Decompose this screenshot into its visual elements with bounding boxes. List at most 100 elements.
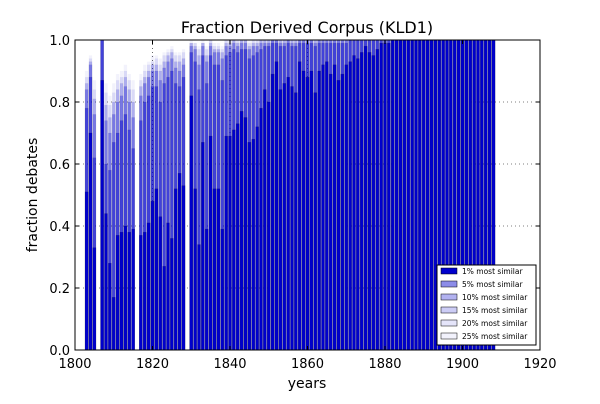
bar	[123, 225, 128, 351]
bar	[127, 231, 132, 351]
bar	[340, 73, 345, 351]
bar	[189, 95, 194, 351]
bar	[139, 74, 143, 350]
bar	[410, 39, 414, 351]
bar	[208, 135, 213, 351]
bar	[88, 132, 93, 351]
bar	[297, 61, 302, 351]
bar	[92, 80, 96, 351]
bar	[321, 64, 325, 351]
bar	[127, 74, 131, 350]
bar	[170, 49, 174, 351]
bar	[115, 235, 120, 351]
bar	[108, 105, 112, 350]
bar	[108, 95, 112, 350]
bar	[123, 71, 127, 350]
bar	[154, 188, 159, 351]
bar	[166, 49, 170, 351]
bar	[162, 55, 166, 350]
bar	[139, 235, 143, 351]
bar	[301, 70, 306, 351]
bar	[348, 61, 352, 351]
legend-swatch	[440, 319, 458, 327]
bar	[286, 76, 290, 351]
bar	[193, 188, 197, 351]
bar	[239, 111, 244, 351]
legend-swatch	[440, 267, 458, 275]
y-tick-label: 0.6	[49, 158, 70, 173]
bar	[166, 222, 170, 351]
bar	[108, 262, 112, 351]
bar	[147, 61, 151, 350]
y-tick-label: 0.2	[49, 282, 70, 297]
bar	[205, 46, 209, 350]
bar	[131, 228, 135, 351]
bar	[418, 39, 422, 351]
bar	[383, 42, 387, 351]
bar	[305, 76, 310, 351]
bar	[205, 49, 209, 351]
bar	[228, 135, 232, 351]
bar	[142, 231, 147, 351]
bar	[235, 123, 240, 351]
bar	[224, 135, 228, 351]
bar	[147, 64, 151, 351]
legend-label: 15% most similar	[462, 306, 528, 315]
bar	[266, 101, 271, 351]
legend-label: 1% most similar	[462, 267, 523, 276]
bar	[143, 71, 147, 350]
bar	[274, 61, 279, 351]
bar	[387, 42, 391, 351]
bar	[100, 80, 104, 351]
bar	[425, 39, 430, 351]
bar	[181, 185, 186, 351]
bar	[220, 49, 224, 351]
bar	[112, 83, 116, 351]
bar	[116, 80, 120, 351]
bar	[197, 49, 201, 351]
bar	[201, 142, 205, 351]
x-tick-label: 1880	[368, 357, 401, 372]
chart-title: Fraction Derived Corpus (KLD1)	[181, 18, 433, 37]
bar	[359, 52, 364, 351]
bar	[143, 64, 147, 351]
bar	[282, 83, 287, 351]
bar	[92, 247, 97, 351]
bar	[170, 238, 174, 351]
x-tick-label: 1920	[523, 357, 556, 372]
bar	[131, 80, 135, 351]
legend-swatch	[440, 332, 458, 340]
bar	[406, 39, 411, 351]
bar	[259, 107, 263, 351]
bar	[402, 39, 407, 351]
bar	[173, 188, 178, 351]
bar	[119, 231, 124, 351]
bar	[294, 92, 298, 351]
bar	[232, 129, 236, 351]
bar	[158, 58, 162, 350]
bar	[170, 46, 174, 350]
bar	[243, 117, 248, 351]
legend-swatch	[440, 306, 458, 314]
x-tick-label: 1860	[291, 357, 324, 372]
bar	[325, 61, 329, 351]
legend-label: 25% most similar	[462, 332, 528, 341]
bar	[255, 126, 259, 351]
bar	[375, 49, 380, 351]
legend-box	[436, 264, 537, 346]
y-tick-label: 1.0	[49, 34, 70, 49]
bar	[158, 64, 162, 351]
bar	[251, 138, 256, 351]
bar	[127, 80, 131, 351]
bar	[421, 39, 426, 351]
y-tick-label: 0.8	[49, 96, 70, 111]
x-tick-label: 1820	[136, 357, 169, 372]
legend: 1% most similar 5% most similar 10% most s…	[436, 264, 537, 346]
x-tick-label: 1840	[213, 357, 246, 372]
bar	[363, 45, 368, 351]
bar	[146, 222, 151, 351]
bar	[379, 42, 383, 351]
bar	[158, 216, 163, 351]
legend-swatch	[440, 280, 458, 288]
